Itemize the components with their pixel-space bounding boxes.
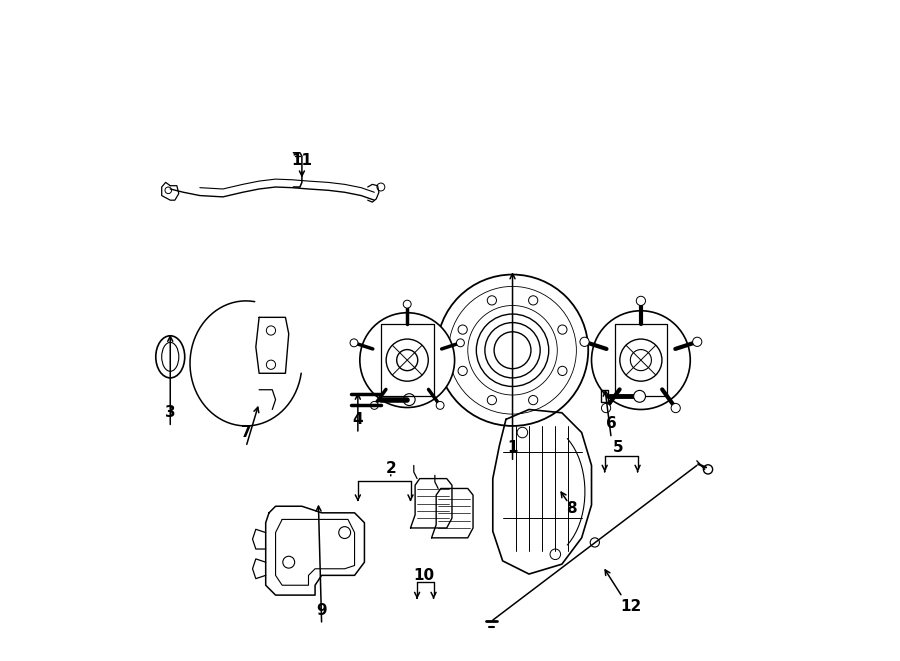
Text: 9: 9 <box>316 603 327 618</box>
Circle shape <box>601 403 611 412</box>
Text: 8: 8 <box>566 501 577 516</box>
Circle shape <box>436 401 444 409</box>
Text: 1: 1 <box>508 440 518 455</box>
Circle shape <box>371 401 378 409</box>
Text: 2: 2 <box>385 461 396 476</box>
Text: 6: 6 <box>606 416 616 432</box>
Circle shape <box>360 313 454 408</box>
Text: 3: 3 <box>165 405 176 420</box>
Text: 7: 7 <box>240 425 251 440</box>
Text: 12: 12 <box>620 600 642 615</box>
Circle shape <box>403 300 411 308</box>
Circle shape <box>591 311 690 409</box>
Text: 4: 4 <box>353 412 364 427</box>
Circle shape <box>671 403 680 412</box>
Text: 5: 5 <box>613 440 623 455</box>
Circle shape <box>580 337 590 346</box>
Text: 10: 10 <box>413 568 434 583</box>
Text: 11: 11 <box>292 153 312 168</box>
Circle shape <box>693 337 702 346</box>
Circle shape <box>636 296 645 305</box>
Circle shape <box>350 339 358 347</box>
Circle shape <box>456 339 464 347</box>
Circle shape <box>634 391 645 403</box>
